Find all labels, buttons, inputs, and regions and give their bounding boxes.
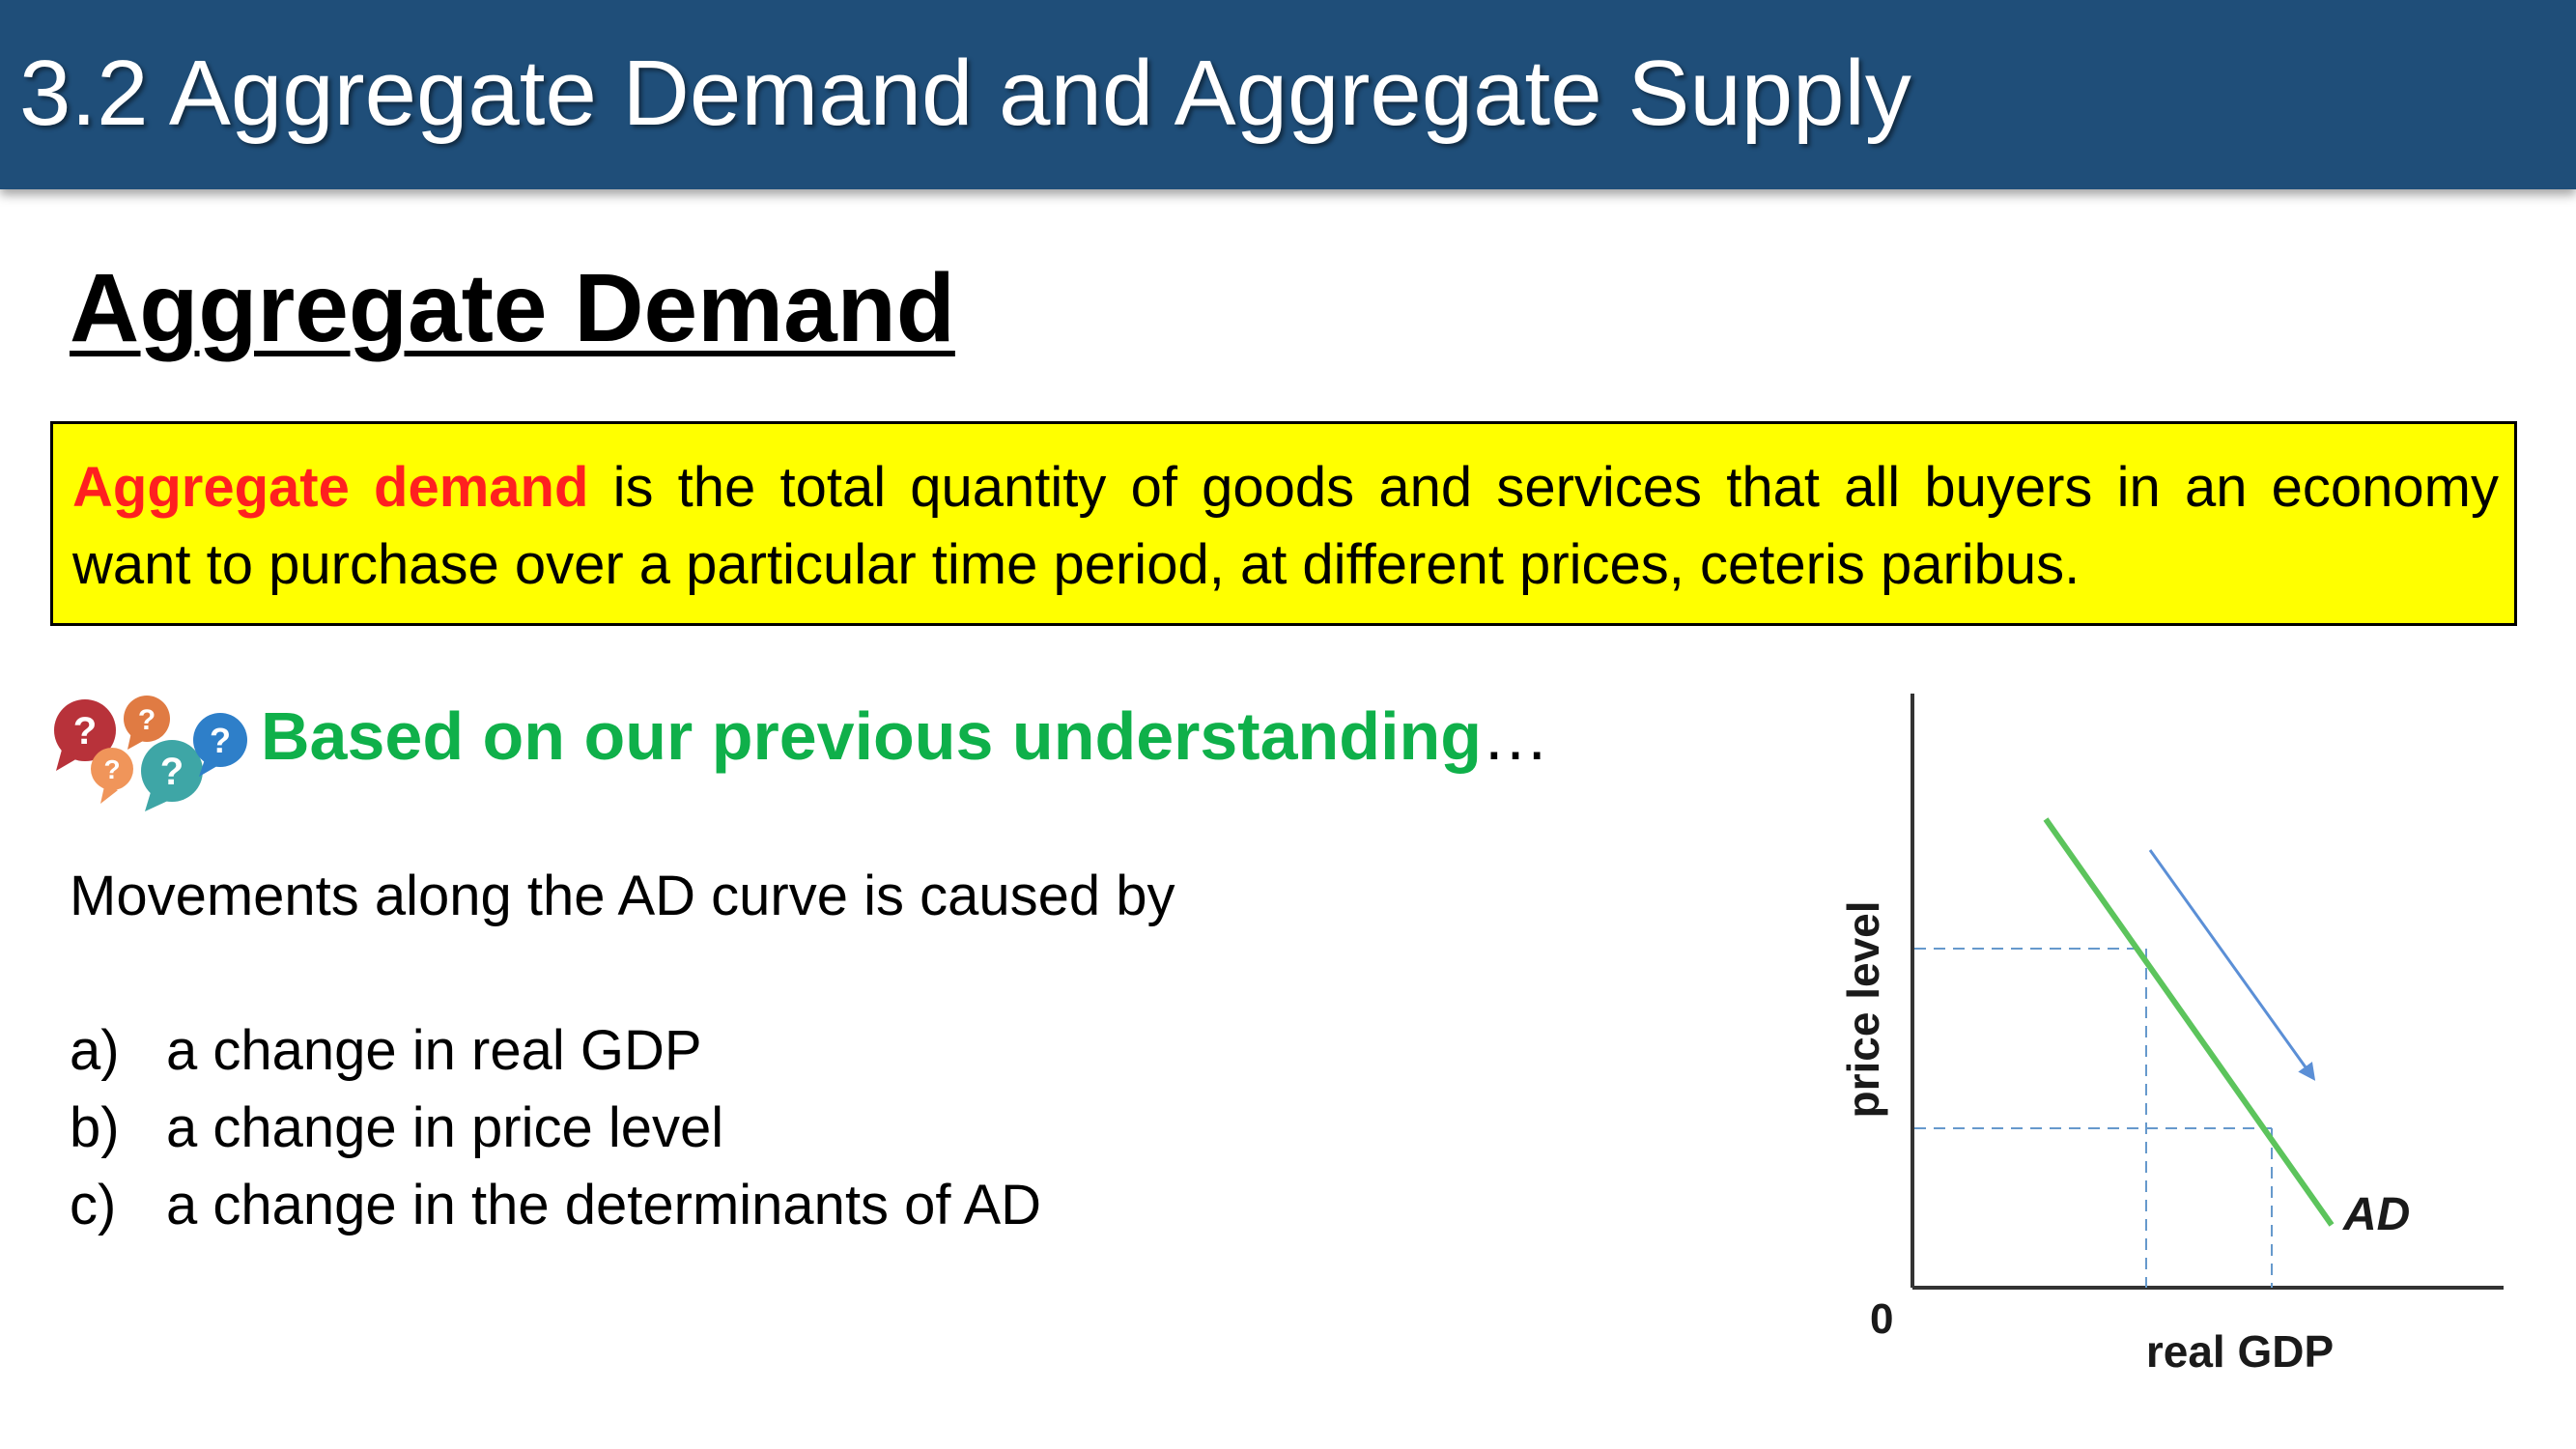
svg-text:?: ? [73, 710, 97, 753]
title-bar: 3.2 Aggregate Demand and Aggregate Suppl… [0, 0, 2576, 189]
svg-text:?: ? [160, 751, 184, 793]
prompt-ellipsis: … [1482, 698, 1550, 774]
prompt-heading: Based on our previous understanding… [261, 697, 1549, 775]
option-a: a) a change in real GDP [70, 1018, 702, 1083]
movement-arrow [2148, 849, 2316, 1081]
x-axis-label: real GDP [2146, 1326, 2334, 1377]
bubble-teal: ? [141, 740, 203, 811]
option-letter: a) [70, 1019, 120, 1082]
definition-box: Aggregate demand is the total quantity o… [50, 421, 2517, 626]
section-heading: Aggregate Demand [70, 254, 955, 362]
option-text: a change in price level [166, 1096, 724, 1159]
bubble-orange-top: ? [124, 696, 170, 750]
svg-text:?: ? [103, 754, 120, 784]
svg-text:?: ? [210, 721, 231, 760]
definition-text: Aggregate demand is the total quantity o… [72, 449, 2499, 604]
option-text: a change in real GDP [166, 1019, 702, 1082]
definition-term: Aggregate demand [72, 456, 589, 519]
y-axis-label: price level [1838, 900, 1888, 1118]
definition-body: is the total quantity of goods and servi… [72, 456, 2499, 596]
option-letter: c) [70, 1174, 117, 1236]
option-b: b) a change in price level [70, 1095, 723, 1160]
option-c: c) a change in the determinants of AD [70, 1173, 1041, 1237]
ad-curve [2043, 817, 2335, 1227]
svg-text:?: ? [138, 704, 156, 736]
option-letter: b) [70, 1096, 120, 1159]
prompt-text: Based on our previous understanding [261, 698, 1483, 774]
slide-title: 3.2 Aggregate Demand and Aggregate Suppl… [19, 42, 1911, 145]
bubble-orange-small: ? [91, 748, 133, 804]
question-bubbles-icon: ? ? ? ? ? [54, 696, 247, 811]
ad-graph: AD 0 real GDP price level [1838, 694, 2504, 1377]
bubble-blue: ? [193, 713, 247, 777]
ad-curve-label: AD [2342, 1189, 2410, 1240]
origin-label: 0 [1870, 1295, 1893, 1343]
option-text: a change in the determinants of AD [166, 1174, 1042, 1236]
guide-lines [1914, 948, 2273, 1288]
bubble-red: ? [54, 699, 116, 771]
question-text: Movements along the AD curve is caused b… [70, 865, 1175, 927]
